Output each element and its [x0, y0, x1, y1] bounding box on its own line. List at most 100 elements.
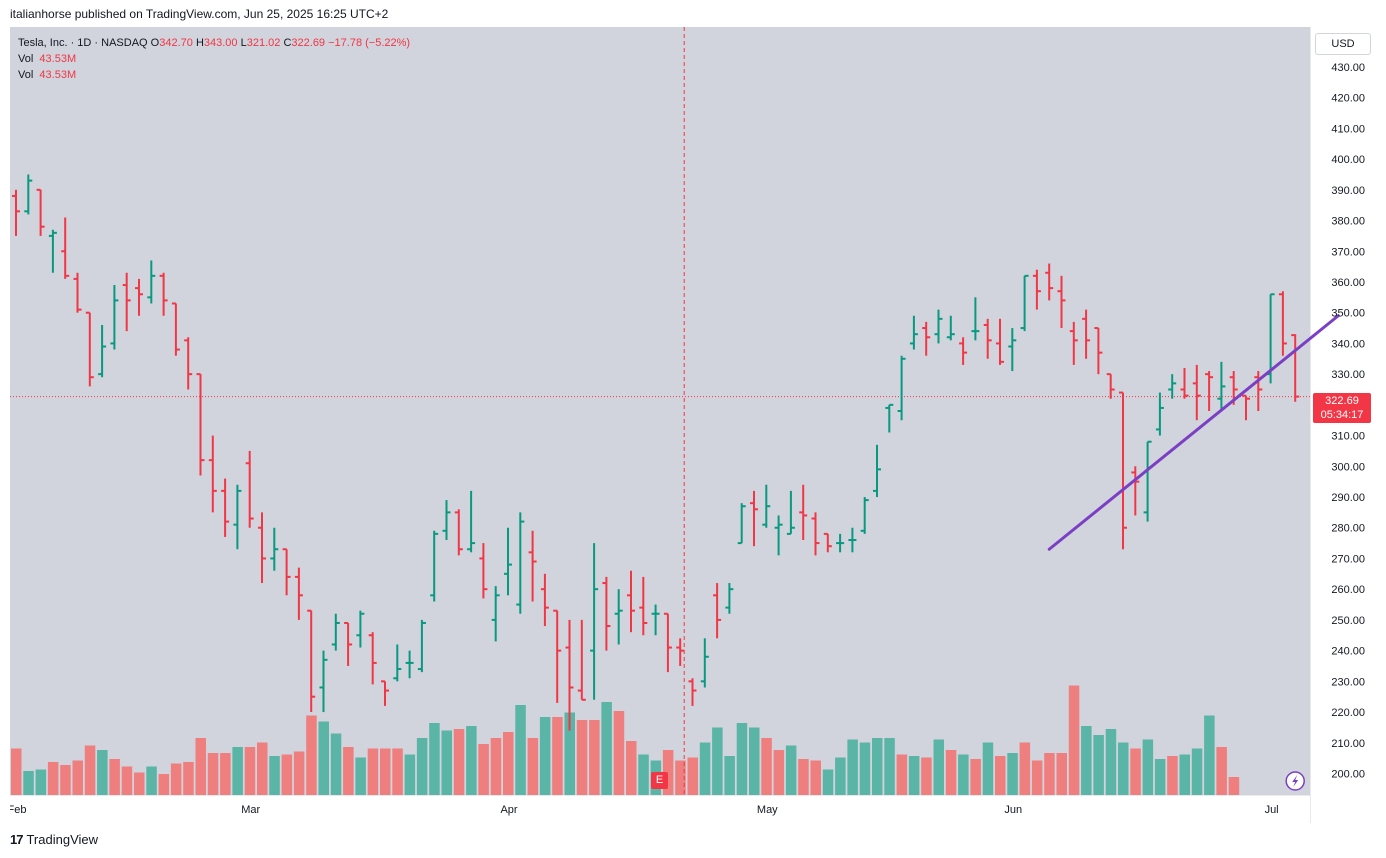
- price-tick-label: 360.00: [1331, 277, 1365, 289]
- vol-label: Vol: [18, 69, 34, 81]
- vol-label: Vol: [18, 53, 34, 65]
- volume-bar: [626, 741, 637, 795]
- vol-value: 43.53M: [39, 53, 77, 65]
- volume-bar: [749, 727, 760, 795]
- volume-bar: [785, 745, 797, 795]
- volume-bar: [995, 756, 1006, 795]
- volume-bar: [1130, 748, 1141, 795]
- volume-bar: [761, 738, 772, 795]
- volume-bar: [97, 750, 108, 795]
- volume-bar: [1105, 729, 1117, 795]
- volume-bar: [958, 754, 969, 795]
- volume-bar: [281, 754, 293, 795]
- volume-bar: [478, 744, 489, 795]
- volume-bar: [1204, 715, 1215, 795]
- volume-bar: [921, 757, 932, 795]
- tradingview-brand: 17 TradingView: [10, 832, 98, 847]
- price-tick-label: 230.00: [1331, 676, 1365, 688]
- price-chart[interactable]: 200.00 210.00 220.00 230.00 240.00 250.00 260.…: [10, 27, 1376, 823]
- volume-bar: [675, 760, 686, 795]
- volume-bar: [404, 754, 416, 795]
- volume-bar: [330, 733, 342, 795]
- volume-bar: [1019, 742, 1031, 795]
- volume-bar: [1007, 753, 1018, 795]
- price-tick-label: 390.00: [1331, 185, 1365, 197]
- plot-background: [10, 27, 1310, 795]
- time-tick-label: Apr: [500, 804, 517, 816]
- volume-bar: [847, 739, 858, 795]
- price-tick-label: 270.00: [1331, 553, 1365, 565]
- volume-bar: [1044, 753, 1055, 795]
- volume-bar: [613, 711, 625, 795]
- volume-bar: [576, 720, 588, 795]
- volume-bar: [1081, 726, 1092, 795]
- price-tick-label: 340.00: [1331, 338, 1365, 350]
- tradingview-logo-icon: 17: [10, 832, 24, 847]
- price-tick-label: 200.00: [1331, 768, 1365, 780]
- volume-bar: [1142, 739, 1154, 795]
- time-tick-label: Jul: [1265, 804, 1279, 816]
- volume-bar: [1216, 747, 1227, 795]
- volume-bar: [933, 739, 944, 795]
- price-tick-label: 310.00: [1331, 431, 1365, 443]
- volume-bar: [908, 756, 920, 795]
- price-tick-label: 330.00: [1331, 369, 1365, 381]
- volume-bar: [466, 726, 477, 795]
- volume-bar: [195, 738, 206, 795]
- volume-bar: [699, 742, 711, 795]
- volume-bar: [896, 754, 908, 795]
- volume-bar: [343, 747, 354, 795]
- high-value: 343.00: [203, 37, 238, 49]
- earnings-marker[interactable]: E: [651, 772, 668, 789]
- price-tick-label: 280.00: [1331, 523, 1365, 535]
- time-tick-label: Jun: [1004, 804, 1022, 816]
- volume-bar: [982, 742, 994, 795]
- volume-bar: [121, 766, 133, 795]
- volume-bar: [47, 762, 59, 795]
- open-value: 342.70: [159, 37, 193, 49]
- close-label: C: [283, 37, 292, 49]
- legend-ohlc-row: Tesla, Inc. · 1D · NASDAQ O342.70 H343.0…: [18, 35, 410, 51]
- volume-bar: [318, 721, 329, 795]
- volume-bar: [712, 727, 723, 795]
- volume-bar: [1093, 735, 1104, 795]
- price-tick-label: 380.00: [1331, 216, 1365, 228]
- brand-name: TradingView: [26, 832, 99, 847]
- volume-bar: [1167, 756, 1178, 795]
- volume-bar: [429, 723, 440, 795]
- volume-bar: [1228, 777, 1240, 795]
- volume-bar: [380, 748, 391, 795]
- volume-bar: [158, 774, 170, 795]
- volume-bar: [1056, 753, 1067, 795]
- low-label: L: [240, 37, 247, 49]
- time-tick-label: Mar: [241, 804, 260, 816]
- chart-legend: Tesla, Inc. · 1D · NASDAQ O342.70 H343.0…: [18, 35, 410, 83]
- legend-vol-row: Vol 43.53M: [18, 51, 410, 67]
- price-tick-label: 240.00: [1331, 646, 1365, 658]
- volume-bar: [207, 753, 219, 795]
- volume-bar: [134, 772, 145, 795]
- price-tick-label: 300.00: [1331, 461, 1365, 473]
- volume-bar: [872, 738, 883, 795]
- low-value: 321.02: [246, 37, 281, 49]
- price-tick-label: 400.00: [1331, 154, 1365, 166]
- currency-button[interactable]: USD: [1315, 33, 1371, 55]
- price-tick-label: 410.00: [1331, 123, 1365, 135]
- volume-bar: [490, 738, 502, 795]
- volume-bar: [170, 763, 182, 795]
- time-axis-background: [10, 795, 1310, 823]
- volume-bar: [835, 757, 846, 795]
- volume-bar: [601, 702, 612, 795]
- volume-bar: [822, 769, 834, 795]
- volume-bar: [970, 759, 981, 795]
- volume-bar: [687, 757, 698, 795]
- time-tick-label: Feb: [10, 804, 26, 816]
- volume-bar: [527, 738, 539, 795]
- volume-bar: [84, 745, 96, 795]
- volume-bar: [183, 762, 194, 795]
- price-tick-label: 290.00: [1331, 492, 1365, 504]
- price-tick-label: 210.00: [1331, 738, 1365, 750]
- volume-bar: [503, 732, 514, 795]
- volume-bar: [662, 750, 674, 795]
- legend-vol-row: Vol 43.53M: [18, 67, 410, 83]
